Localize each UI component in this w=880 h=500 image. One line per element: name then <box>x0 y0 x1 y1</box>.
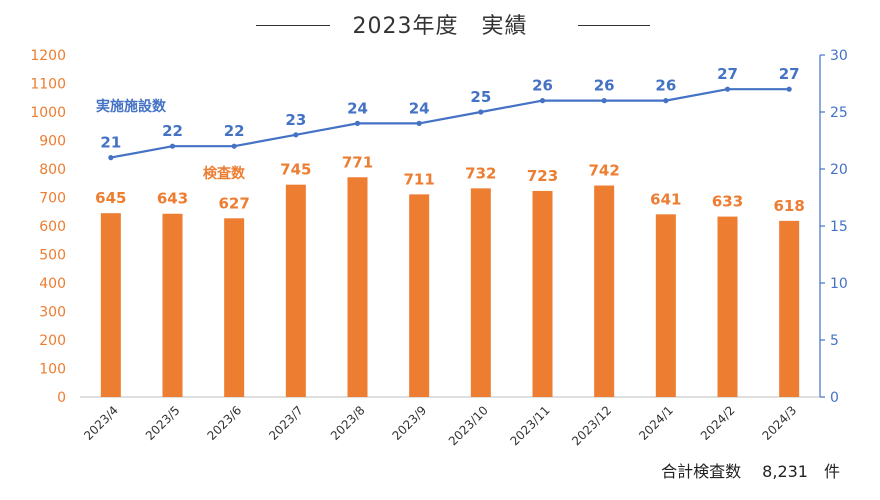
line-value-label: 23 <box>285 111 306 129</box>
line-value-label: 24 <box>347 99 368 117</box>
left-axis-tick-label: 600 <box>39 219 66 235</box>
right-axis-tick-label: 5 <box>830 333 839 349</box>
left-axis-tick-label: 1000 <box>30 105 66 121</box>
line-value-label: 22 <box>224 122 245 140</box>
right-axis-tick-label: 20 <box>830 162 848 178</box>
bar <box>594 185 615 397</box>
bar-value-label: 711 <box>404 170 435 188</box>
x-tick-label: 2023/5 <box>143 403 183 443</box>
x-tick-label: 2024/3 <box>760 403 800 443</box>
bar-series-name-label: 検査数 <box>203 165 246 182</box>
line-value-label: 24 <box>409 99 430 117</box>
line-point <box>539 98 546 104</box>
right-axis-tick-label: 30 <box>830 48 848 64</box>
line-value-label: 27 <box>779 65 800 83</box>
line-point <box>416 120 422 126</box>
left-axis-tick-label: 1100 <box>30 77 66 93</box>
bar <box>717 216 738 397</box>
bar-value-label: 723 <box>527 167 558 185</box>
line-value-label: 25 <box>470 88 491 106</box>
line-value-label: 26 <box>655 77 676 95</box>
line-value-label: 26 <box>594 77 615 95</box>
right-axis-tick-label: 25 <box>830 105 848 121</box>
x-tick-label: 2023/10 <box>446 403 491 448</box>
right-axis-tick-label: 15 <box>830 219 848 235</box>
left-axis-tick-label: 100 <box>39 362 66 378</box>
bar-value-label: 732 <box>465 164 496 182</box>
chart-title: 2023年度 実績 <box>352 14 528 39</box>
chart-title-area: 2023年度 実績 <box>0 6 880 40</box>
right-axis-tick-label: 0 <box>830 390 839 406</box>
left-axis-tick-label: 900 <box>39 134 66 150</box>
line-point <box>786 86 792 92</box>
left-axis-tick-label: 800 <box>39 162 66 178</box>
total-tests-footer: 合計検査数 8,231 件 <box>661 462 840 481</box>
left-axis-tick-label: 700 <box>39 191 66 207</box>
line-value-label: 27 <box>717 65 738 83</box>
bar-value-label: 771 <box>342 153 373 171</box>
bar <box>285 184 306 397</box>
bar-value-label: 641 <box>650 190 681 208</box>
line-point <box>663 98 669 104</box>
x-tick-label: 2024/2 <box>698 403 738 443</box>
x-tick-label: 2023/8 <box>328 403 368 443</box>
bar-value-label: 633 <box>712 193 743 211</box>
bar-value-label: 618 <box>774 197 805 215</box>
line-point <box>108 155 114 161</box>
bar <box>409 194 430 397</box>
line-value-label: 22 <box>162 122 183 140</box>
bar <box>655 214 676 397</box>
left-axis-tick-label: 500 <box>39 248 66 264</box>
bar-value-label: 745 <box>280 161 311 179</box>
line-point <box>293 132 299 138</box>
bar-value-label: 627 <box>219 194 250 212</box>
bar <box>532 190 553 397</box>
line-point <box>354 120 361 126</box>
x-tick-label: 2023/4 <box>81 403 121 443</box>
x-tick-label: 2023/11 <box>507 403 552 448</box>
bar <box>162 213 183 397</box>
left-axis-tick-label: 200 <box>39 333 66 349</box>
bar-value-label: 645 <box>95 189 126 207</box>
bar <box>779 220 800 397</box>
left-axis-tick-label: 1200 <box>30 48 66 64</box>
line-point <box>231 143 237 149</box>
line-point <box>169 143 176 149</box>
title-rule-right <box>578 25 650 26</box>
line-value-label: 26 <box>532 77 553 95</box>
x-tick-label: 2023/9 <box>390 403 430 443</box>
line-point <box>478 109 484 115</box>
x-tick-label: 2023/6 <box>205 403 245 443</box>
line-series-name-label: 実施施設数 <box>96 98 167 115</box>
line-point <box>724 86 731 92</box>
bar-value-label: 742 <box>589 162 620 180</box>
left-axis-tick-label: 400 <box>39 276 66 292</box>
left-axis-tick-label: 300 <box>39 305 66 321</box>
x-tick-label: 2023/7 <box>266 403 306 443</box>
bar <box>470 188 491 397</box>
line-point <box>601 98 607 104</box>
bar-value-label: 643 <box>157 190 188 208</box>
line-series-path <box>110 88 790 159</box>
bar <box>100 213 121 397</box>
title-rule-left <box>256 25 330 26</box>
bar <box>224 218 245 397</box>
x-tick-label: 2024/1 <box>636 403 676 443</box>
right-axis-tick-label: 10 <box>830 276 848 292</box>
bar <box>347 177 368 397</box>
x-tick-label: 2023/12 <box>569 403 614 448</box>
left-axis-tick-label: 0 <box>57 390 66 406</box>
line-value-label: 21 <box>100 134 121 152</box>
